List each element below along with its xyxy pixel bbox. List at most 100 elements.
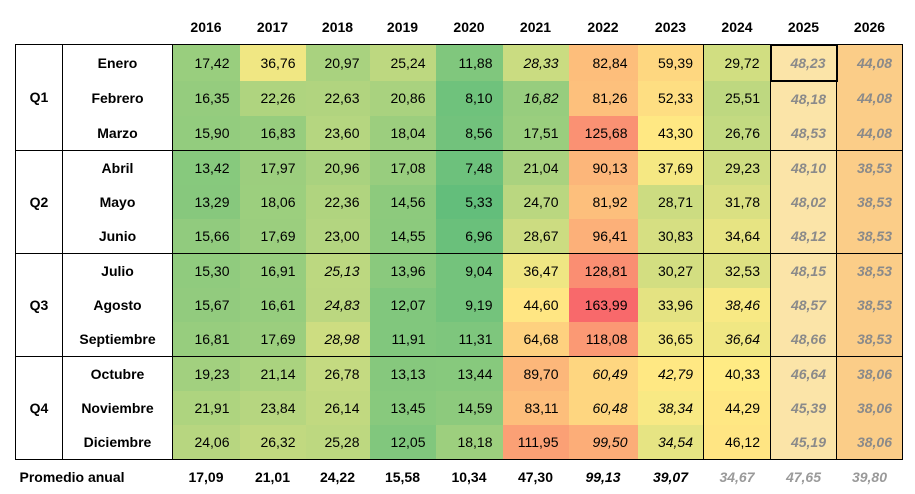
month-label: Octubre xyxy=(62,355,173,391)
value-cell: 38,53 xyxy=(836,321,903,356)
value-cell: 25,13 xyxy=(305,252,370,288)
value-cell: 60,48 xyxy=(568,390,638,425)
value-cell: 48,66 xyxy=(770,321,837,356)
value-cell: 99,50 xyxy=(568,424,638,460)
value-cell: 44,08 xyxy=(836,115,903,150)
value-cell: 43,30 xyxy=(637,115,704,150)
value-cell: 18,06 xyxy=(239,184,306,219)
value-cell: 89,70 xyxy=(502,355,569,391)
year-header: 2021 xyxy=(519,19,552,35)
value-cell: 82,84 xyxy=(568,44,638,81)
header-spacer xyxy=(16,10,63,45)
quarter-label: Q2 xyxy=(15,149,63,254)
value-cell: 19,23 xyxy=(172,355,240,391)
value-cell: 9,19 xyxy=(435,287,503,322)
value-cell: 17,42 xyxy=(172,44,240,81)
table-row: Marzo 15,90 16,83 23,60 18,04 8,56 17,51 125,68… xyxy=(16,115,903,150)
average-value: 17,09 xyxy=(188,468,224,485)
year-header: 2026 xyxy=(853,19,886,35)
value-cell: 25,24 xyxy=(369,44,436,81)
value-cell: 16,82 xyxy=(502,80,569,116)
month-label: Julio xyxy=(62,252,173,288)
table-row: Septiembre 16,81 17,69 28,98 11,91 11,31 64,68… xyxy=(16,321,903,356)
value-cell: 16,61 xyxy=(239,287,306,322)
average-value: 47,65 xyxy=(785,468,822,485)
quarter-label: Q4 xyxy=(15,355,63,460)
value-cell: 16,83 xyxy=(239,115,306,150)
year-header: 2020 xyxy=(453,19,485,35)
value-cell: 81,92 xyxy=(568,184,638,219)
value-cell: 42,79 xyxy=(637,355,704,391)
month-label: Enero xyxy=(62,44,173,81)
table-row: Q1 Enero 17,42 36,76 20,97 25,24 11,88 28,33 82,… xyxy=(15,43,903,151)
average-label: Promedio anual xyxy=(19,468,125,485)
value-cell: 15,67 xyxy=(172,287,240,322)
value-cell: 96,41 xyxy=(568,218,638,253)
value-cell: 21,14 xyxy=(239,355,306,391)
value-cell: 6,96 xyxy=(435,218,503,253)
year-header: 2016 xyxy=(190,19,222,35)
value-cell: 48,57 xyxy=(770,287,837,322)
month-label: Abril xyxy=(62,149,173,185)
value-cell: 48,02 xyxy=(770,184,837,219)
value-cell: 26,32 xyxy=(239,424,306,460)
value-cell: 17,51 xyxy=(502,115,569,150)
value-cell: 13,13 xyxy=(369,355,436,391)
value-cell: 28,33 xyxy=(502,44,569,81)
value-cell: 46,64 xyxy=(770,355,837,391)
value-cell: 18,04 xyxy=(369,115,436,150)
value-cell: 52,33 xyxy=(637,80,704,116)
value-cell: 38,06 xyxy=(836,424,903,460)
average-value: 21,01 xyxy=(254,468,291,485)
value-cell: 20,96 xyxy=(305,149,370,185)
value-cell: 36,47 xyxy=(502,252,569,288)
value-cell: 16,91 xyxy=(239,252,306,288)
month-label: Mayo xyxy=(99,193,136,210)
value-cell: 16,81 xyxy=(172,321,240,356)
value-cell: 14,56 xyxy=(369,184,436,219)
value-cell: 11,91 xyxy=(369,321,436,356)
value-cell: 81,26 xyxy=(568,80,638,116)
month-label: Noviembre xyxy=(81,399,154,416)
value-cell: 17,69 xyxy=(239,218,306,253)
table-row: Diciembre 24,06 26,32 25,28 12,05 18,18 111,95… xyxy=(16,424,903,460)
value-cell: 7,48 xyxy=(435,149,503,185)
value-cell: 28,71 xyxy=(637,184,704,219)
average-value: 34,67 xyxy=(719,468,755,485)
value-cell: 36,76 xyxy=(239,44,306,81)
value-cell: 44,08 xyxy=(836,44,903,81)
value-cell: 44,60 xyxy=(502,287,569,322)
value-cell: 15,66 xyxy=(172,218,240,253)
value-cell: 38,06 xyxy=(836,390,903,425)
month-label: Septiembre xyxy=(79,330,156,347)
table-row: Q2 Abril 13,42 17,97 20,96 17,08 7,48 21,04 90,1… xyxy=(15,149,903,254)
value-cell: 29,23 xyxy=(703,149,771,185)
value-cell: 29,72 xyxy=(703,44,771,81)
value-cell: 11,88 xyxy=(435,44,503,81)
table-row: Noviembre 21,91 23,84 26,14 13,45 14,59 83,11 6… xyxy=(16,390,903,425)
header-row: 2016 2017 2018 2019 2020 2021 2022 2023 … xyxy=(16,10,903,45)
value-cell: 48,18 xyxy=(770,80,837,116)
value-cell: 5,33 xyxy=(435,184,503,219)
average-value: 39,07 xyxy=(652,468,689,485)
value-cell: 21,91 xyxy=(172,390,240,425)
value-cell: 38,34 xyxy=(637,390,704,425)
value-cell: 22,63 xyxy=(305,80,370,116)
value-cell: 8,10 xyxy=(435,80,503,116)
average-value: 10,34 xyxy=(451,468,487,485)
value-cell: 28,98 xyxy=(305,321,370,356)
value-cell: 13,44 xyxy=(435,355,503,391)
data-table: 2016 2017 2018 2019 2020 2021 2022 2023 … xyxy=(15,10,903,494)
value-cell: 64,68 xyxy=(502,321,569,356)
table-row: Q3 Julio 15,30 16,91 25,13 13,96 9,04 36,47 128,… xyxy=(15,252,903,357)
average-value: 15,58 xyxy=(384,468,421,485)
year-header: 2024 xyxy=(721,19,753,35)
table-row: Mayo 13,29 18,06 22,36 14,56 5,33 24,70 81,92 28… xyxy=(16,184,903,219)
average-value: 24,22 xyxy=(319,468,356,485)
value-cell: 38,53 xyxy=(836,149,903,185)
value-cell: 45,39 xyxy=(770,390,837,425)
value-cell: 36,65 xyxy=(637,321,704,356)
value-cell: 34,64 xyxy=(703,218,771,253)
value-cell: 21,04 xyxy=(502,149,569,185)
value-cell: 30,83 xyxy=(637,218,704,253)
